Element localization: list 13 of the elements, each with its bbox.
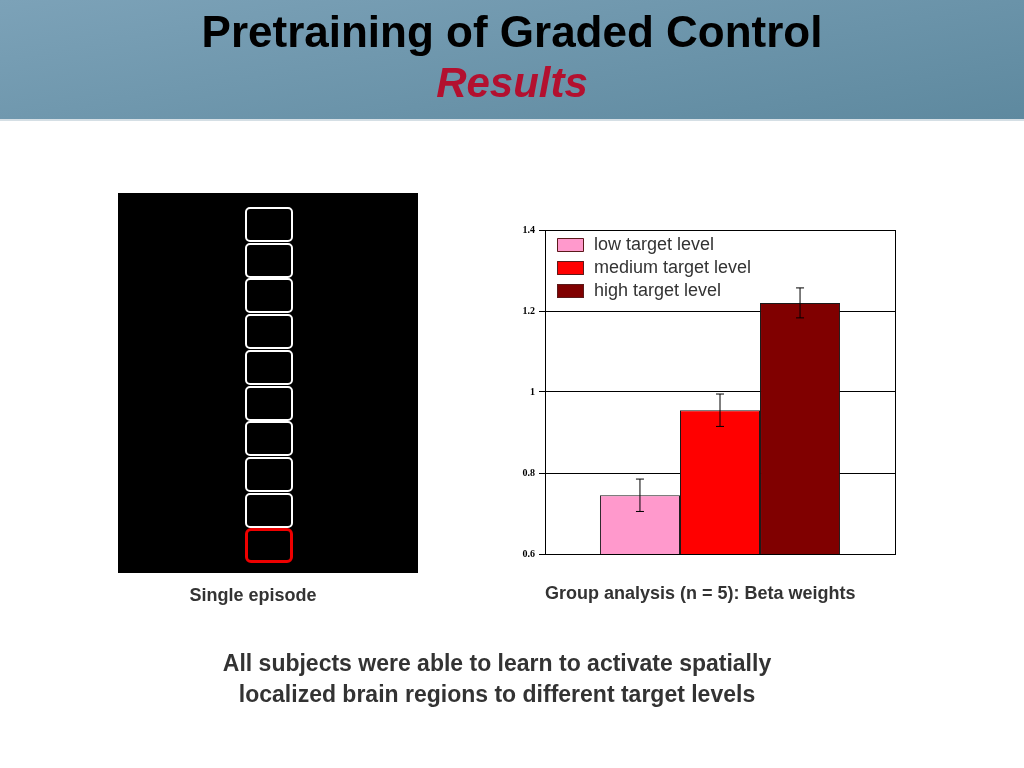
chart-title: Pretraining of Graded Control xyxy=(200,7,824,57)
text: All subjects were able to learn to activate spatially localized brain regions to different target levels xyxy=(221,649,773,709)
y-tick-label: 1.2 xyxy=(522,304,535,316)
y-tick-label: 1.4 xyxy=(522,223,535,235)
legend-label: medium target level xyxy=(594,256,752,277)
text: Single episode xyxy=(188,584,318,606)
legend-label: low target level xyxy=(594,233,715,254)
legend-label: high target level xyxy=(594,279,722,300)
y-tick-label: 1 xyxy=(530,385,535,397)
y-tick-label: 0.6 xyxy=(522,547,535,559)
x-axis-title: Group analysis (n = 5): Beta weights xyxy=(545,583,856,604)
y-tick-label: 0.8 xyxy=(522,466,535,478)
chart-subtitle: Results xyxy=(435,59,589,107)
